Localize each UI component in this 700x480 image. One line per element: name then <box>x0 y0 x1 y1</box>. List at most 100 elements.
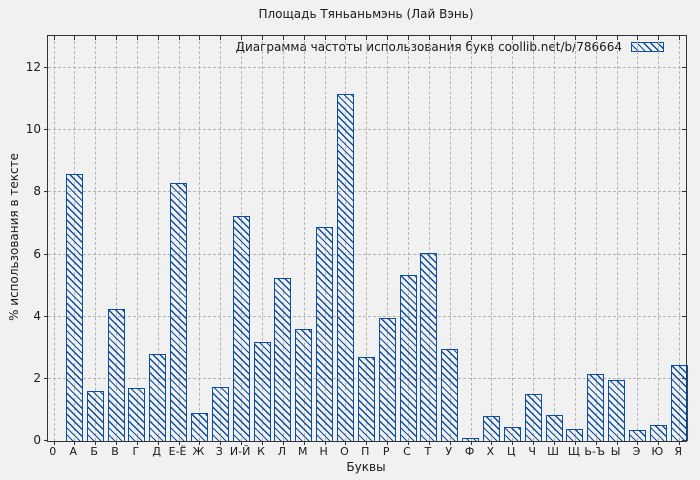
bar <box>336 94 354 441</box>
tick-mark-x <box>345 36 347 40</box>
gridline-vertical <box>449 36 451 441</box>
tick-mark-x <box>470 36 472 40</box>
x-tick-label: В <box>111 445 119 458</box>
tick-mark-x <box>616 36 618 40</box>
x-tick-label: Р <box>382 445 390 458</box>
x-tick-label: Ь-Ъ <box>584 445 606 458</box>
x-tick-label: Х <box>486 445 495 458</box>
tick-mark-y <box>44 315 48 317</box>
tick-mark-x <box>241 36 243 40</box>
bar <box>295 329 313 441</box>
gridline-vertical <box>157 36 159 441</box>
gridline-vertical <box>616 36 618 441</box>
x-tick-label: Н <box>319 445 328 458</box>
tick-mark-y <box>44 440 48 441</box>
x-tick-label: П <box>361 445 370 458</box>
tick-mark-x <box>554 441 555 445</box>
tick-mark-x <box>574 441 576 445</box>
tick-mark-x <box>658 441 660 445</box>
x-tick-label: Б <box>90 445 98 458</box>
x-tick-label: Ы <box>610 445 621 458</box>
tick-mark-x <box>408 441 409 445</box>
bar <box>399 274 417 441</box>
tick-mark-y <box>44 377 48 379</box>
bar <box>232 215 250 441</box>
tick-mark-x <box>679 441 681 445</box>
gridline-vertical <box>554 36 555 441</box>
bar <box>670 364 688 441</box>
gridline-vertical <box>366 36 368 441</box>
x-tick-label: У <box>445 445 453 458</box>
tick-mark-x <box>449 36 451 40</box>
tick-mark-x <box>74 36 76 40</box>
y-tick-label: 10 <box>25 122 41 137</box>
gridline-vertical <box>53 36 55 441</box>
tick-mark-x <box>220 441 222 445</box>
x-tick-label: Я <box>674 445 682 458</box>
tick-mark-x <box>408 36 409 40</box>
x-tick-label: И-Й <box>229 445 251 458</box>
tick-mark-x <box>470 441 472 445</box>
x-tick-label: Т <box>424 445 432 458</box>
gridline-vertical <box>428 36 430 441</box>
bar <box>357 357 375 441</box>
tick-mark-x <box>533 36 535 40</box>
tick-mark-x <box>679 36 681 40</box>
x-tick-label: Ю <box>651 445 664 458</box>
tick-mark-x <box>345 441 347 445</box>
tick-mark-x <box>366 36 368 40</box>
tick-mark-x <box>366 441 368 445</box>
tick-mark-x <box>303 441 305 445</box>
bar <box>628 430 646 441</box>
tick-mark-x <box>658 36 660 40</box>
x-tick-label: М <box>297 445 308 458</box>
tick-mark-x <box>428 441 430 445</box>
gridline-vertical <box>595 36 597 441</box>
tick-mark-x <box>199 441 201 445</box>
bar <box>274 277 292 441</box>
chart-title: Площадь Тяньаньмэнь (Лай Вэнь) <box>258 7 474 21</box>
tick-mark-x <box>116 36 117 40</box>
gridline-vertical <box>136 36 138 441</box>
bar <box>316 226 334 441</box>
bar <box>587 374 605 441</box>
x-tick-label: Ж <box>192 445 205 458</box>
x-tick-label: К <box>257 445 265 458</box>
tick-mark-x <box>324 36 326 40</box>
x-tick-label: Ц <box>507 445 516 458</box>
tick-mark-y <box>682 67 686 69</box>
tick-mark-x <box>595 441 597 445</box>
x-tick-label: С <box>403 445 411 458</box>
gridline-vertical <box>679 36 681 441</box>
y-axis-label: % использования в тексте <box>7 153 21 321</box>
bar <box>441 349 459 441</box>
tick-mark-x <box>282 441 284 445</box>
x-tick-label: О <box>340 445 349 458</box>
x-tick-label: Е-Ё <box>168 445 187 458</box>
tick-mark-x <box>512 36 514 40</box>
x-origin-label: 0 <box>49 445 57 458</box>
x-tick-label: Ш <box>547 445 559 458</box>
legend: Диаграмма частоты использования букв coo… <box>236 40 664 54</box>
tick-mark-x <box>574 36 576 40</box>
y-tick-label: 12 <box>25 60 41 74</box>
tick-mark-x <box>449 441 451 445</box>
tick-mark-x <box>512 441 514 445</box>
tick-mark-x <box>387 441 389 445</box>
gridline-vertical <box>387 36 389 441</box>
tick-mark-x <box>491 441 493 445</box>
tick-mark-x <box>387 36 389 40</box>
bar <box>524 394 542 441</box>
x-tick-label: Ф <box>464 445 475 458</box>
x-tick-label: Щ <box>567 445 580 458</box>
bar <box>649 425 667 441</box>
legend-label: Диаграмма частоты использования букв coo… <box>235 40 622 54</box>
gridline-vertical <box>574 36 576 441</box>
gridline-vertical <box>470 36 472 441</box>
gridline-vertical <box>658 36 660 441</box>
tick-mark-y <box>44 191 48 193</box>
tick-mark-y <box>44 253 48 255</box>
tick-mark-y <box>682 191 686 193</box>
y-tick-label: 8 <box>33 184 41 199</box>
